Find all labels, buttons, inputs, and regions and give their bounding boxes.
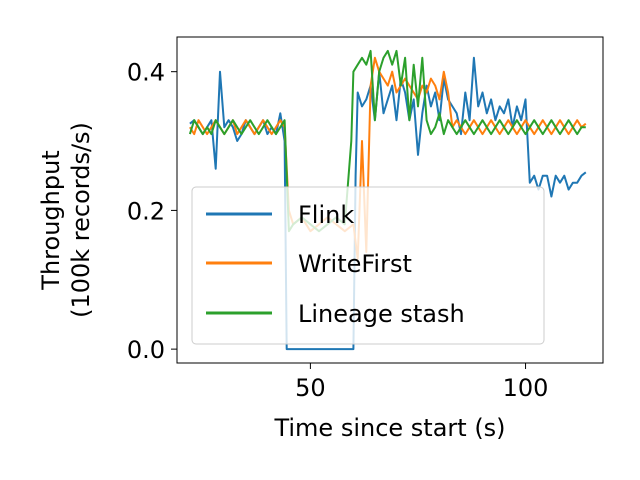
legend: Flink WriteFirst Lineage stash — [191, 186, 545, 345]
y-tick-label: 0.2 — [127, 197, 165, 225]
legend-label-writefirst: WriteFirst — [298, 250, 412, 278]
x-tick-label: 100 — [503, 374, 549, 402]
y-axis-label-line-2: (100k records/s) — [67, 122, 95, 318]
legend-label-flink: Flink — [298, 201, 354, 229]
x-tick-label: 50 — [295, 374, 326, 402]
ticks-layer: 50 100 0.0 0.2 0.4 — [127, 59, 549, 402]
plot-frame — [176, 36, 604, 364]
series-line-writefirst — [189, 56, 587, 260]
series-layer — [188, 49, 587, 351]
y-tick-label: 0.0 — [127, 336, 165, 364]
y-axis-label-line-1: Throughput — [37, 150, 65, 290]
y-tick-label: 0.4 — [127, 59, 165, 87]
x-axis-label: Time since start (s) — [273, 414, 505, 442]
series-line-lineage-stash — [188, 49, 586, 233]
legend-label-lineage-stash: Lineage stash — [298, 300, 465, 328]
legend-box — [191, 186, 545, 345]
y-axis-label: Throughput (100k records/s) — [37, 122, 95, 318]
